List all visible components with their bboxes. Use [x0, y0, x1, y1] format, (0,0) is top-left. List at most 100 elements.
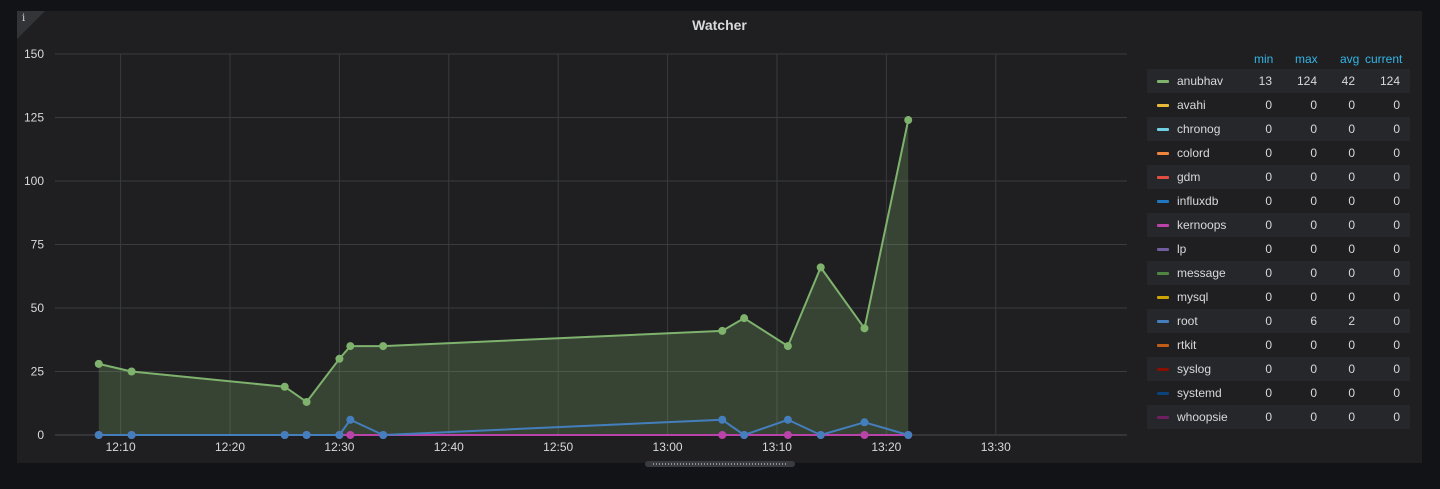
- legend-value-max: 0: [1310, 386, 1317, 400]
- x-tick-label: 12:40: [434, 440, 464, 454]
- legend-swatch[interactable]: [1157, 368, 1169, 371]
- legend-value-avg: 0: [1348, 98, 1355, 112]
- data-point-kernoops: [718, 431, 727, 439]
- legend-swatch[interactable]: [1157, 80, 1169, 83]
- legend-value-min: 13: [1258, 74, 1272, 88]
- legend-row-systemd[interactable]: systemd 0 0 0 0: [1147, 381, 1410, 405]
- data-point-root: [94, 431, 103, 439]
- legend-value-avg: 0: [1348, 410, 1355, 424]
- legend-series-name[interactable]: lp: [1177, 242, 1187, 256]
- legend-value-max: 6: [1310, 314, 1317, 328]
- legend-row-lp[interactable]: lp 0 0 0 0: [1147, 237, 1410, 261]
- legend-header-min[interactable]: min: [1254, 52, 1274, 66]
- legend-value-avg: 42: [1341, 74, 1355, 88]
- legend-swatch[interactable]: [1157, 104, 1169, 107]
- legend-swatch[interactable]: [1157, 248, 1169, 251]
- legend-swatch[interactable]: [1157, 224, 1169, 227]
- legend-swatch[interactable]: [1157, 320, 1169, 323]
- legend-value-avg: 0: [1348, 218, 1355, 232]
- legend-value-min: 0: [1265, 314, 1272, 328]
- legend-swatch[interactable]: [1157, 200, 1169, 203]
- data-point-root: [302, 431, 311, 439]
- legend-value-avg: 0: [1348, 122, 1355, 136]
- legend-value-current: 0: [1393, 290, 1400, 304]
- legend-row-avahi[interactable]: avahi 0 0 0 0: [1147, 93, 1410, 117]
- legend-series-name[interactable]: mysql: [1177, 290, 1209, 304]
- legend-value-max: 0: [1310, 194, 1317, 208]
- legend-series-name[interactable]: syslog: [1177, 362, 1212, 376]
- data-point-root: [904, 431, 913, 439]
- x-tick-label: 12:20: [215, 440, 245, 454]
- legend-value-current: 0: [1393, 194, 1400, 208]
- legend-row-message[interactable]: message 0 0 0 0: [1147, 261, 1410, 285]
- legend-header-avg[interactable]: avg: [1340, 52, 1360, 66]
- legend-value-max: 0: [1310, 290, 1317, 304]
- legend-swatch[interactable]: [1157, 296, 1169, 299]
- legend-row-influxdb[interactable]: influxdb 0 0 0 0: [1147, 189, 1410, 213]
- legend-swatch[interactable]: [1157, 152, 1169, 155]
- data-point-anubhav: [127, 367, 136, 376]
- y-tick-label: 150: [24, 47, 44, 61]
- legend-row-syslog[interactable]: syslog 0 0 0 0: [1147, 357, 1410, 381]
- legend-value-max: 0: [1310, 242, 1317, 256]
- legend-swatch[interactable]: [1157, 392, 1169, 395]
- legend-value-avg: 0: [1348, 362, 1355, 376]
- info-corner[interactable]: [17, 11, 45, 39]
- panel-resize-handle[interactable]: [645, 461, 795, 467]
- legend-row-mysql[interactable]: mysql 0 0 0 0: [1147, 285, 1410, 309]
- data-point-root: [740, 431, 749, 439]
- legend-swatch[interactable]: [1157, 416, 1169, 419]
- legend-row-chronog[interactable]: chronog 0 0 0 0: [1147, 117, 1410, 141]
- legend-row-whoopsie[interactable]: whoopsie 0 0 0 0: [1147, 405, 1410, 429]
- data-point-anubhav: [783, 342, 792, 351]
- legend-swatch[interactable]: [1157, 128, 1169, 131]
- legend-row-colord[interactable]: colord 0 0 0 0: [1147, 141, 1410, 165]
- legend-value-min: 0: [1265, 122, 1272, 136]
- legend-value-max: 0: [1310, 146, 1317, 160]
- legend-series-name[interactable]: message: [1177, 266, 1226, 280]
- info-icon[interactable]: i: [22, 13, 26, 24]
- legend-value-current: 0: [1393, 218, 1400, 232]
- legend-row-anubhav[interactable]: anubhav 13 124 42 124: [1147, 69, 1410, 93]
- legend-swatch[interactable]: [1157, 176, 1169, 179]
- legend-row-kernoops[interactable]: kernoops 0 0 0 0: [1147, 213, 1410, 237]
- legend-row-gdm[interactable]: gdm 0 0 0 0: [1147, 165, 1410, 189]
- data-point-anubhav: [346, 342, 355, 351]
- legend-row-root[interactable]: root 0 6 2 0: [1147, 309, 1410, 333]
- legend-series-name[interactable]: kernoops: [1177, 218, 1227, 232]
- data-point-kernoops: [346, 431, 355, 439]
- legend-series-name[interactable]: avahi: [1177, 98, 1206, 112]
- data-point-root: [335, 431, 344, 439]
- legend-series-name[interactable]: rtkit: [1177, 338, 1197, 352]
- data-point-root: [816, 431, 825, 439]
- panel-title[interactable]: Watcher: [692, 17, 747, 33]
- legend-value-avg: 0: [1348, 290, 1355, 304]
- legend-value-max: 0: [1310, 410, 1317, 424]
- legend-value-min: 0: [1265, 194, 1272, 208]
- legend-series-name[interactable]: colord: [1177, 146, 1210, 160]
- data-point-anubhav: [904, 116, 913, 125]
- legend-series-name[interactable]: systemd: [1177, 386, 1222, 400]
- legend-series-name[interactable]: root: [1177, 314, 1198, 328]
- legend-header-max[interactable]: max: [1295, 52, 1318, 66]
- graph-panel: i Watcher 0 25 50 75 100 125 150 12:10 12:20 12:…: [17, 11, 1422, 467]
- data-point-root: [860, 418, 869, 427]
- legend-series-name[interactable]: anubhav: [1177, 74, 1224, 88]
- x-tick-label: 13:00: [653, 440, 683, 454]
- data-point-root: [783, 415, 792, 424]
- legend-row-rtkit[interactable]: rtkit 0 0 0 0: [1147, 333, 1410, 357]
- legend-value-min: 0: [1265, 146, 1272, 160]
- chart-series: [94, 116, 913, 439]
- data-point-anubhav: [718, 326, 727, 335]
- legend-series-name[interactable]: whoopsie: [1177, 410, 1228, 424]
- legend-header-current[interactable]: current: [1365, 52, 1403, 66]
- legend-series-name[interactable]: gdm: [1177, 170, 1201, 184]
- y-axis: 0 25 50 75 100 125 150: [24, 47, 44, 442]
- legend-value-avg: 0: [1348, 194, 1355, 208]
- legend-series-name[interactable]: chronog: [1177, 122, 1221, 136]
- legend-swatch[interactable]: [1157, 344, 1169, 347]
- legend-swatch[interactable]: [1157, 272, 1169, 275]
- legend-value-avg: 0: [1348, 146, 1355, 160]
- legend-series-name[interactable]: influxdb: [1177, 194, 1219, 208]
